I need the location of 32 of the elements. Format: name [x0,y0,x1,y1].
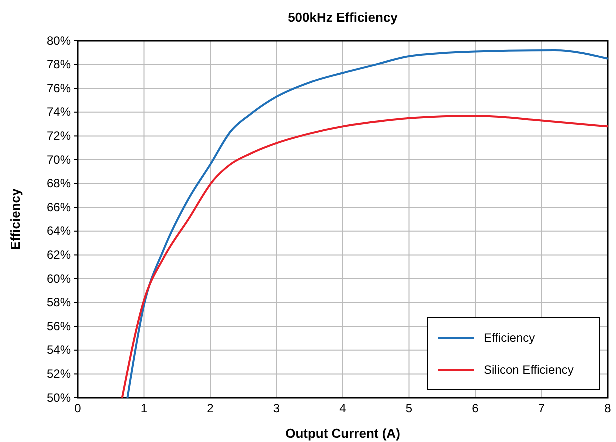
y-tick-label: 58% [46,296,72,310]
y-tick-label: 72% [46,129,72,144]
y-axis-title: Efficiency [8,188,23,250]
y-tick-label: 60% [46,272,72,286]
x-tick-label: 7 [538,402,546,416]
y-tick-label: 52% [46,367,72,382]
y-tick-label: 78% [46,58,72,72]
chart-title: 500kHz Efficiency [288,10,399,25]
y-tick-label: 66% [46,200,72,214]
x-tick-label: 3 [273,402,280,416]
x-tick-label: 6 [472,402,480,416]
legend-label: Efficiency [484,331,536,345]
y-tick-label: 62% [46,248,72,262]
x-axis-title: Output Current (A) [286,426,400,441]
legend-label: Silicon Efficiency [484,363,574,377]
y-tick-label: 80% [46,34,72,48]
y-tick-label: 70% [46,152,72,167]
y-tick-label: 74% [46,105,72,120]
x-tick-label: 1 [140,402,148,416]
y-tick-label: 64% [46,224,72,238]
y-tick-label: 68% [46,176,72,191]
y-tick-label: 54% [46,343,72,358]
line-series [121,114,609,399]
x-tick-label: 4 [340,402,347,416]
x-tick-label: 2 [207,402,214,416]
x-tick-label: 8 [604,402,612,416]
x-tick-label: 5 [406,402,413,416]
x-tick-label: 0 [74,402,82,416]
line-series [126,50,609,399]
y-tick-label: 76% [46,81,72,96]
y-tick-label: 50% [46,390,72,405]
y-tick-label: 56% [46,319,72,334]
